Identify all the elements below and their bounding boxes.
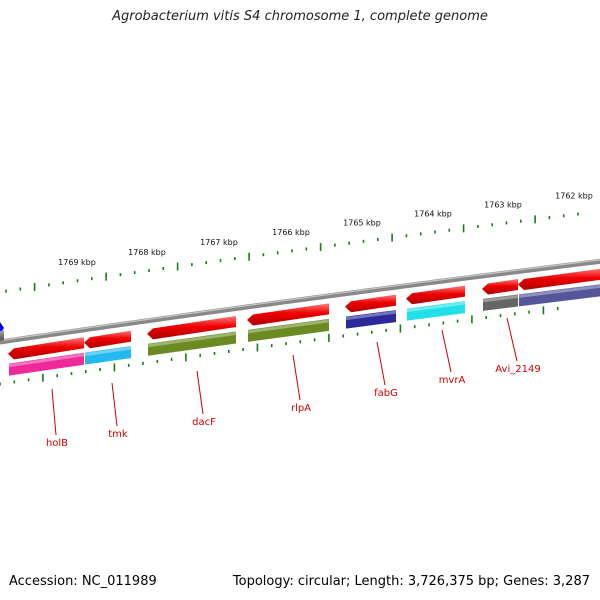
gene-leader-line: [441, 329, 452, 373]
gene-label: mvrA: [439, 375, 466, 386]
scale-label: 1763 kbp: [484, 200, 522, 209]
scale-label: 1765 kbp: [343, 219, 381, 228]
gene-leader-line: [196, 370, 204, 415]
scale-label: 1764 kbp: [414, 209, 452, 218]
cog-block: [85, 346, 131, 365]
genome-backbone-highlight: [0, 259, 600, 342]
gene-arrow: [8, 337, 84, 360]
cog-block: [483, 294, 518, 311]
gene-label: tmk: [108, 429, 128, 440]
cog-block-shine: [346, 310, 396, 321]
gene-leader-line: [506, 317, 518, 362]
gene-arrow: [482, 278, 518, 295]
accession-text: Accession: NC_011989: [9, 574, 157, 589]
cog-block-shine: [248, 319, 329, 334]
cog-block-shine: [483, 294, 518, 303]
gene-arrow: [247, 303, 329, 326]
gene-label: Avi_2149: [495, 364, 540, 375]
scale-label: 1762 kbp: [555, 192, 593, 201]
gene-label: dacF: [192, 417, 216, 428]
scale-label: 1767 kbp: [200, 238, 238, 247]
scale-label: 1766 kbp: [272, 228, 310, 237]
gene-label: holB: [46, 438, 68, 449]
genome-summary-text: Topology: circular; Length: 3,726,375 bp…: [232, 574, 590, 589]
gene-leader-line: [376, 341, 386, 386]
gene-arrow: [84, 330, 131, 349]
cog-block-shine: [148, 331, 236, 348]
cog-block-shine: [85, 346, 131, 357]
gene-arrow: [406, 285, 465, 305]
map-title: Agrobacterium vitis S4 chromosome 1, com…: [112, 9, 488, 24]
gene-arrow: [518, 268, 600, 290]
cog-block: [346, 310, 396, 329]
cog-block-shine: [519, 284, 600, 298]
gene-arrow: [147, 315, 236, 340]
gene-arrow: [345, 294, 396, 313]
cog-block-shine: [407, 301, 465, 313]
gene-leader-line: [292, 354, 301, 401]
cog-block: [519, 284, 600, 307]
cog-block: [148, 331, 236, 356]
cog-block-shine: [9, 353, 84, 368]
gene-fragment: [0, 330, 4, 341]
genome-backbone: [0, 258, 600, 345]
scale-label: 1768 kbp: [128, 248, 166, 257]
cog-block: [9, 352, 84, 376]
gene-label: fabG: [374, 388, 398, 399]
gene-label: rlpA: [291, 403, 311, 414]
gene-leader-line: [111, 382, 118, 427]
cog-block: [248, 318, 329, 342]
cog-block: [407, 301, 465, 321]
scale-label: 1769 kbp: [58, 258, 96, 267]
gene-leader-line: [51, 388, 57, 436]
